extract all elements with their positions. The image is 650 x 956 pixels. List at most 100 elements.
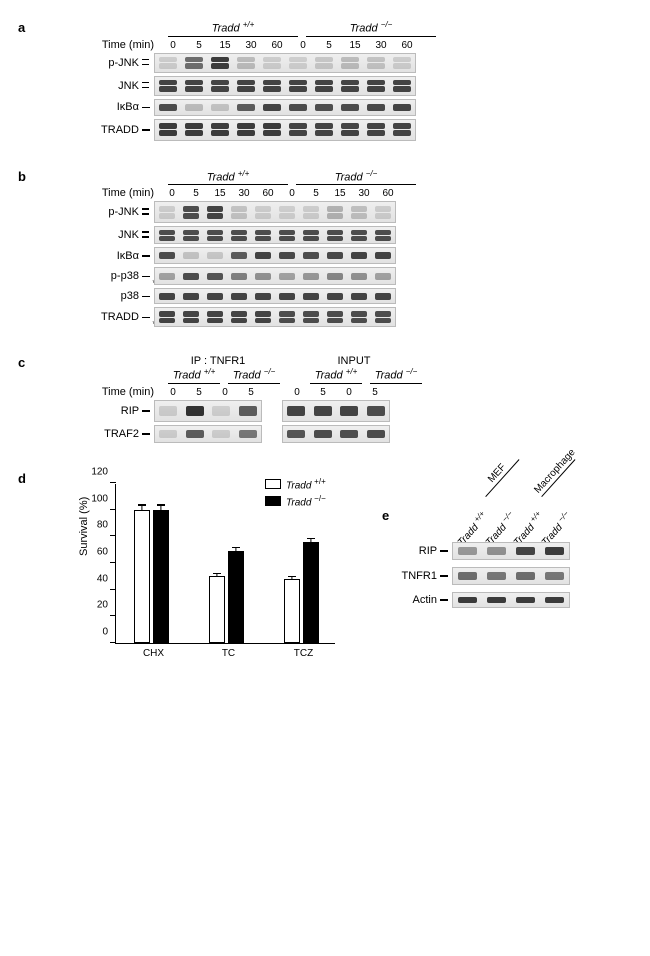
bar [134,510,150,643]
time-value: 0 [336,387,362,398]
time-value: 30 [352,188,376,199]
time-value: 5 [362,387,388,398]
blot [154,76,416,96]
time-value: 5 [186,40,212,51]
time-value: 15 [328,188,352,199]
bar [209,576,225,643]
blot [154,53,416,73]
row-label: TRADD [70,124,154,136]
bar [284,579,300,643]
time-value: 60 [394,40,420,51]
panel-d: d 020406080100120CHXTCTCZSurvival (%)Tra… [10,471,355,666]
blot-row: Actin [400,592,570,608]
genotype-label: Tradd +/+ [310,367,362,384]
blot-row: p-JNK [70,53,640,73]
time-value: 5 [310,387,336,398]
time-value: 30 [238,40,264,51]
survival-chart: 020406080100120CHXTCTCZSurvival (%)Tradd… [75,471,355,666]
panel-c: c IP : TNFR1INPUTTradd +/+Tradd −/−Tradd… [10,355,640,443]
panel-b-label: b [18,169,26,184]
blot [154,99,416,116]
genotype-label: Tradd −/− [306,20,436,37]
time-value: 60 [264,40,290,51]
time-value: 5 [304,188,328,199]
panel-b: b Tradd +/+Tradd −/−Time (min)0515306005… [10,169,640,328]
blot [282,400,390,422]
row-label: IκBα [70,250,154,262]
time-value: 15 [212,40,238,51]
time-value: 5 [316,40,342,51]
time-label: Time (min) [70,187,160,199]
time-value: 0 [290,40,316,51]
row-label: p-JNK [70,206,154,218]
legend-item: Tradd −/− [265,494,326,508]
bar-group [134,510,169,643]
row-label: RIP [400,545,452,557]
genotype-label: Tradd +/+ [168,20,298,37]
panel-c-label: c [18,355,25,370]
blot [452,542,570,560]
bar [153,510,169,643]
genotype-label: Tradd −/− [228,367,280,384]
blot [154,288,396,304]
blot-row: TRAF2 [70,425,640,443]
blot-row: p38 [70,288,640,304]
blot-row: JNK [70,76,640,96]
blot-row: p-p38 * [70,267,640,285]
time-value: 0 [160,387,186,398]
time-value: 15 [342,40,368,51]
blot [154,201,396,223]
time-value: 60 [256,188,280,199]
time-value: 5 [186,387,212,398]
row-label: p38 [70,290,154,302]
blot [154,267,396,285]
bar-group [284,542,319,643]
cell-type-label: MEF [476,451,519,497]
row-label: Actin [400,594,452,606]
genotype-label: Tradd −/− [296,169,416,186]
legend-item: Tradd +/+ [265,477,326,491]
ytick-label: 20 [86,600,108,611]
ytick-label: 0 [86,626,108,637]
row-label: RIP [70,405,154,417]
genotype-label: Tradd +/+ [168,367,220,384]
row-label: JNK [70,80,154,92]
ytick-label: 40 [86,573,108,584]
blot [282,425,390,443]
xtick-label: TCZ [294,648,313,659]
cell-type-label: Macrophage [532,451,575,497]
row-label: p-JNK [70,57,154,69]
row-label: TRADD * [70,311,154,323]
panel-e-label: e [382,508,389,523]
bar-group [209,551,244,643]
time-value: 0 [284,387,310,398]
y-axis-label: Survival (%) [78,497,90,556]
blot-row: TNFR1 [400,567,570,585]
blot [154,307,396,327]
time-value: 0 [160,188,184,199]
blot-row: TRADD * [70,307,640,327]
blot [154,247,396,264]
time-value: 30 [368,40,394,51]
xtick-label: TC [222,648,235,659]
row-label: TNFR1 [400,570,452,582]
blot-row: RIP [70,400,640,422]
blot-row: JNK [70,226,640,244]
time-value: 5 [238,387,264,398]
panel-de-row: d 020406080100120CHXTCTCZSurvival (%)Tra… [10,471,640,694]
chart-legend: Tradd +/+ Tradd −/− [265,477,326,512]
time-value: 0 [160,40,186,51]
ip-label: IP : TNFR1 [164,355,272,367]
blot [154,226,396,244]
blot [452,592,570,608]
time-value: 0 [280,188,304,199]
panel-a-label: a [18,20,25,35]
time-value: 5 [184,188,208,199]
genotype-label: Tradd +/+ [168,169,288,186]
row-label: TRAF2 [70,428,154,440]
panel-d-label: d [18,471,26,486]
blot [452,567,570,585]
time-label: Time (min) [70,39,160,51]
time-value: 0 [212,387,238,398]
ytick-label: 120 [86,466,108,477]
